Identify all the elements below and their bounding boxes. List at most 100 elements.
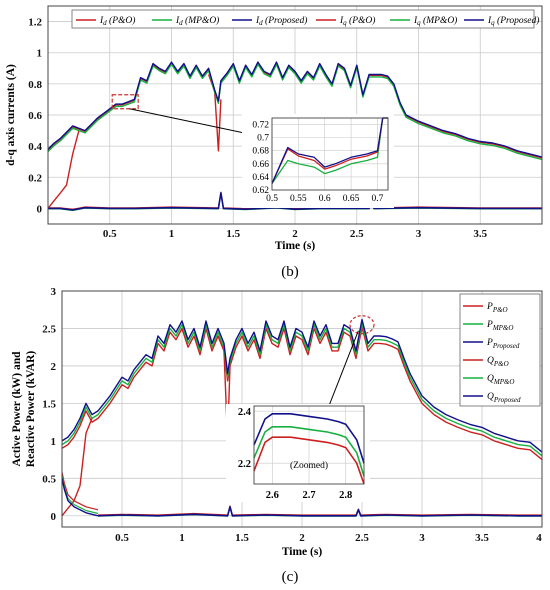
- chart-c-legend-item-label: PP&O: [486, 302, 508, 314]
- chart-b-y-tick: 1.2: [28, 17, 42, 29]
- chart-c-x-tick: 1.5: [235, 532, 249, 544]
- chart-c-plot-frame: [61, 290, 543, 528]
- chart-c-x-tick: 0.5: [115, 532, 129, 544]
- chart-c-x-tick: 1: [179, 532, 185, 544]
- chart-c: 0.5 1 1.5 2 2.5 3 3.5 4 00.511.522.53 Time (s) …: [11, 286, 543, 585]
- chart-b-legend-box: [71, 9, 535, 29]
- chart-c-inset: 2.6 2.7 2.8 2.2 2.4 (Zoomed): [226, 404, 370, 502]
- chart-b: 0.5 1 1.5 2 2.5 3 3.5 0 0.2 0.4 0.6 0.8 1 1.2 Time (…: [5, 5, 543, 280]
- chart-b-x-tick: 0.5: [103, 228, 117, 240]
- chart-b-inset-x-tick: 0.65: [343, 194, 360, 204]
- chart-b-plot-frame: [47, 5, 543, 225]
- chart-b-legend: Id (P&O) Id (MP&O) Id (Proposed) Iq (P&O) Iq…: [71, 9, 539, 29]
- chart-b-caption: (b): [281, 264, 299, 280]
- chart-b-y-axis-label: d-q axis currents (A): [5, 64, 17, 166]
- chart-b-inset-y-tick: 0.62: [252, 186, 269, 196]
- chart-c-legend-item-label: QP&O: [487, 356, 509, 368]
- chart-c-series-p-po-startup: [61, 418, 93, 517]
- chart-c-legend-item-label: PMP&O: [486, 320, 513, 332]
- chart-c-x-tick: 4: [536, 532, 542, 544]
- chart-c-series-p-proposed: [61, 318, 543, 453]
- chart-c-inset-frame: [253, 405, 365, 485]
- chart-b-y-ticks: 0 0.2 0.4 0.6 0.8 1 1.2: [28, 17, 42, 216]
- chart-c-inset-series-mpo: [253, 425, 365, 477]
- chart-b-legend-item-label: Iq (Proposed): [487, 15, 539, 27]
- chart-b-x-tick: 3: [416, 228, 422, 240]
- chart-b-inset-x-tick: 0.55: [290, 194, 307, 204]
- chart-b-series-id-po-dip: [207, 74, 222, 152]
- chart-c-x-axis-label: Time (s): [282, 546, 323, 558]
- chart-c-inset-x-tick: 2.8: [339, 490, 352, 501]
- chart-c-x-tick: 2.5: [355, 532, 369, 544]
- chart-c-y-axis-label-line2: Reactive Power (kVAR): [25, 351, 37, 468]
- chart-b-inset-series-proposed: [271, 117, 388, 184]
- chart-c-inset-y-tick: 2.2: [238, 459, 251, 470]
- chart-b-inset-y-tick: 0.72: [252, 121, 269, 131]
- chart-c-series-p-mpo: [61, 322, 543, 457]
- chart-c-inset-series-po: [253, 436, 365, 485]
- chart-b-legend-item-label: Iq (P&O): [339, 15, 375, 27]
- chart-b-series-id-proposed: [47, 61, 543, 158]
- chart-c-zoom-arrow: [323, 330, 359, 417]
- chart-c-x-ticks: 0.5 1 1.5 2 2.5 3 3.5 4: [115, 532, 542, 544]
- chart-c-series-p-po-dip: [217, 335, 231, 442]
- chart-b-inset-frame: [271, 117, 389, 191]
- chart-c-series: [61, 318, 543, 517]
- chart-b-series-id-mpo: [47, 63, 543, 161]
- chart-c-caption: (c): [282, 569, 299, 585]
- chart-c-legend-item-label: QMP&O: [487, 374, 514, 386]
- chart-c-y-ticks: 0 0.5 1 1.5 2 2.5 3: [42, 286, 56, 523]
- chart-c-inset-note: (Zoomed): [290, 460, 328, 471]
- chart-b-x-tick: 1.5: [226, 228, 240, 240]
- chart-b-y-tick: 1: [37, 48, 43, 60]
- chart-b-inset: 0.5 0.55 0.6 0.65 0.7 0.62 0.64 0.66 0.68 0.7 0.72: [242, 114, 394, 208]
- chart-b-legend-item-label: Id (Proposed): [255, 15, 307, 27]
- chart-b-legend-item-label: Id (P&O): [99, 15, 135, 27]
- chart-b-inset-y-tick: 0.68: [252, 147, 269, 157]
- chart-c-x-tick: 3: [419, 532, 425, 544]
- chart-c-legend-box: [459, 293, 541, 407]
- chart-b-inset-x-tick: 0.5: [266, 194, 278, 204]
- chart-b-legend-item-label: Id (MP&O): [175, 15, 219, 27]
- chart-b-y-tick: 0: [37, 203, 43, 215]
- chart-c-inset-x-tick: 2.6: [266, 490, 279, 501]
- chart-c-inset-x-tick: 2.7: [302, 490, 315, 501]
- chart-c-legend-item-label: QProposed: [487, 392, 521, 404]
- chart-c-series-q-proposed: [97, 505, 542, 517]
- chart-c-inset-y-tick: 2.4: [238, 407, 252, 418]
- chart-c-series-q-proposed-decay: [61, 478, 99, 517]
- chart-b-inset-x-tick: 0.7: [372, 194, 384, 204]
- chart-c-series-q-po: [97, 505, 542, 516]
- chart-c-series-p-po: [61, 326, 543, 461]
- chart-c-y-tick: 0.5: [42, 473, 56, 485]
- chart-b-x-tick: 3.5: [473, 228, 487, 240]
- chart-b-y-tick: 0.4: [28, 141, 42, 153]
- chart-c-y-tick: 3: [51, 286, 57, 298]
- chart-b-inset-y-tick: 0.7: [257, 134, 269, 144]
- chart-b-x-tick: 1: [169, 228, 175, 240]
- chart-b-y-tick: 0.8: [28, 79, 42, 91]
- chart-b-y-tick: 0.2: [28, 172, 42, 184]
- chart-c-legend-item-label: PProposed: [486, 338, 520, 350]
- chart-b-series-id-po-startup: [47, 130, 80, 209]
- chart-c-x-tick: 3.5: [475, 532, 489, 544]
- chart-b-x-tick: 2: [292, 228, 298, 240]
- chart-b-inset-x-tick: 0.6: [319, 194, 331, 204]
- chart-b-x-axis-label: Time (s): [275, 240, 316, 252]
- chart-c-inset-background: [226, 404, 370, 502]
- chart-c-x-tick: 2: [299, 532, 305, 544]
- chart-b-x-tick: 2.5: [350, 228, 364, 240]
- chart-c-y-tick: 2.5: [42, 323, 56, 335]
- chart-b-inset-y-tick: 0.66: [252, 160, 269, 170]
- chart-c-legend: PP&O PMP&O PProposed QP&O QMP&O QProposed: [459, 293, 541, 407]
- chart-b-inset-y-tick: 0.64: [252, 173, 269, 183]
- chart-b-x-ticks: 0.5 1 1.5 2 2.5 3 3.5: [103, 228, 488, 240]
- chart-b-zoom-region: [111, 94, 139, 110]
- chart-c-y-tick: 2: [51, 361, 57, 373]
- chart-c-series-q-po-decay: [61, 472, 99, 511]
- chart-c-inset-series-proposed: [253, 412, 365, 464]
- chart-b-legend-item-label: Iq (MP&O): [413, 15, 457, 27]
- chart-c-zoom-region: [349, 315, 375, 335]
- chart-c-y-axis-label-line1: Active Power (kW) and: [11, 351, 23, 467]
